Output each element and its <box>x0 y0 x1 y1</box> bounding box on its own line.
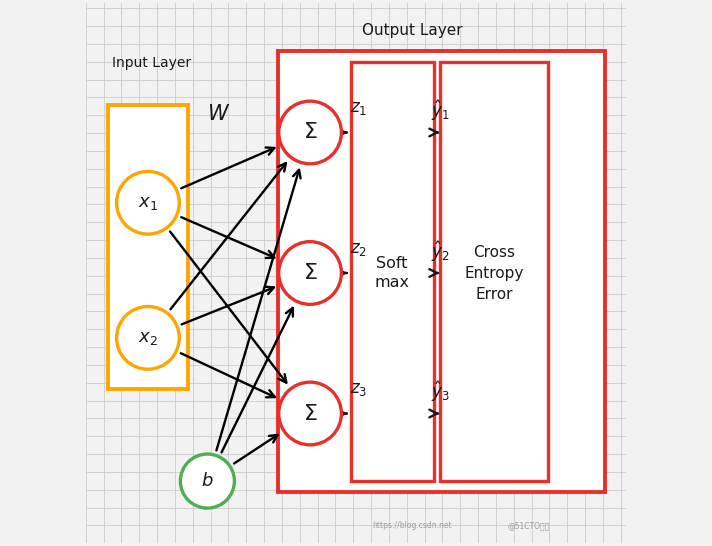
Text: $\Sigma$: $\Sigma$ <box>303 263 318 283</box>
Circle shape <box>278 382 342 445</box>
Text: $x_2$: $x_2$ <box>138 329 158 347</box>
Text: $\hat{y}_1$: $\hat{y}_1$ <box>431 99 449 123</box>
Bar <box>278 51 604 492</box>
Text: $z_1$: $z_1$ <box>350 99 367 117</box>
Text: $b$: $b$ <box>201 472 214 490</box>
Bar <box>350 62 434 481</box>
Text: Output Layer: Output Layer <box>362 23 463 38</box>
Text: Cross
Entropy
Error: Cross Entropy Error <box>464 245 523 301</box>
Text: @51CTO博客: @51CTO博客 <box>508 521 550 530</box>
Circle shape <box>180 454 234 508</box>
Bar <box>108 105 189 389</box>
Circle shape <box>278 242 342 304</box>
Circle shape <box>117 306 179 369</box>
Bar <box>440 62 548 481</box>
Text: https://blog.csdn.net: https://blog.csdn.net <box>372 521 452 530</box>
Circle shape <box>117 171 179 234</box>
Text: $\Sigma$: $\Sigma$ <box>303 403 318 424</box>
Text: $z_3$: $z_3$ <box>350 380 367 398</box>
Text: $\Sigma$: $\Sigma$ <box>303 122 318 143</box>
Text: $z_2$: $z_2$ <box>350 240 367 258</box>
Text: $\hat{y}_3$: $\hat{y}_3$ <box>431 379 449 404</box>
Text: $x_1$: $x_1$ <box>138 194 158 212</box>
Text: Input Layer: Input Layer <box>112 56 191 70</box>
Text: Soft
max: Soft max <box>375 256 409 290</box>
Text: $W$: $W$ <box>206 104 230 123</box>
Text: $\hat{y}_2$: $\hat{y}_2$ <box>431 239 449 264</box>
Circle shape <box>278 101 342 164</box>
